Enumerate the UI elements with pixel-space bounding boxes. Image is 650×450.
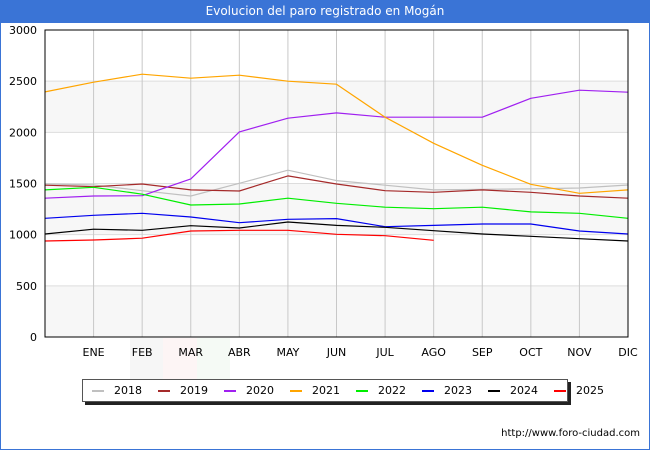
x-tick-label: FEB	[132, 346, 153, 359]
legend: 2018 2019 2020 2021 2022 2023 2024 2025	[82, 379, 604, 402]
y-tick-label: 1500	[9, 178, 37, 191]
plot-border	[44, 29, 629, 338]
watermark-stripe-3	[196, 338, 230, 383]
legend-item-2022: 2022	[356, 384, 406, 397]
x-tick-label: MAR	[178, 346, 203, 359]
series-line-2022	[44, 186, 629, 219]
legend-item-2025: 2025	[554, 384, 604, 397]
legend-label: 2019	[180, 384, 208, 397]
legend-swatch-icon	[158, 389, 170, 392]
y-tick-label: 2500	[9, 75, 37, 88]
x-tick-label: JUN	[326, 346, 347, 359]
legend-label: 2020	[246, 384, 274, 397]
x-axis-labels: ENE FEB MAR ABR MAY JUN JUL AGO SEP OCT NOV DIC	[83, 346, 638, 359]
legend-swatch-icon	[422, 389, 434, 392]
y-axis-labels: 0 500 1000 1500 2000 2500 3000	[9, 24, 37, 344]
x-tick-label: ABR	[228, 346, 251, 359]
legend-swatch-icon	[224, 389, 236, 392]
x-tick-label: MAY	[276, 346, 299, 359]
series-line-2021	[44, 73, 629, 194]
legend-item-2020: 2020	[224, 384, 274, 397]
y-tick-label: 1000	[9, 229, 37, 242]
flag-watermark	[130, 338, 230, 383]
series-line-2023	[44, 212, 629, 235]
legend-item-2019: 2019	[158, 384, 208, 397]
series-line-2019	[44, 175, 629, 199]
series-line-2024	[44, 221, 629, 242]
legend-label: 2021	[312, 384, 340, 397]
legend-swatch-icon	[290, 389, 302, 392]
legend-swatch-icon	[92, 389, 104, 392]
legend-swatch-icon	[488, 389, 500, 392]
legend-label: 2025	[576, 384, 604, 397]
watermark-stripe-2	[163, 338, 197, 383]
x-tick-label: NOV	[567, 346, 592, 359]
legend-item-2018: 2018	[92, 384, 142, 397]
series-line-2025	[44, 229, 434, 242]
x-tick-label: OCT	[519, 346, 542, 359]
x-tick-label: JUL	[375, 346, 394, 359]
watermark-stripe-1	[130, 338, 164, 383]
y-tick-label: 2000	[9, 126, 37, 139]
legend-label: 2022	[378, 384, 406, 397]
legend-label: 2024	[510, 384, 538, 397]
x-tick-label: ENE	[83, 346, 105, 359]
legend-label: 2023	[444, 384, 472, 397]
legend-label: 2018	[114, 384, 142, 397]
legend-item-2024: 2024	[488, 384, 538, 397]
series-line-2018	[44, 169, 629, 197]
legend-swatch-icon	[554, 389, 566, 392]
x-tick-label: DIC	[618, 346, 638, 359]
series-lines	[44, 73, 629, 242]
x-tick-label: SEP	[472, 346, 493, 359]
chart-title: Evolucion del paro registrado en Mogán	[0, 0, 650, 23]
x-tick-label: AGO	[421, 346, 446, 359]
y-tick-label: 0	[30, 331, 37, 344]
legend-item-2023: 2023	[422, 384, 472, 397]
y-tick-label: 500	[16, 280, 37, 293]
source-link[interactable]: http://www.foro-ciudad.com	[501, 428, 640, 439]
y-tick-label: 3000	[9, 24, 37, 37]
legend-item-2021: 2021	[290, 384, 340, 397]
legend-swatch-icon	[356, 389, 368, 392]
series-line-2020	[44, 89, 629, 199]
